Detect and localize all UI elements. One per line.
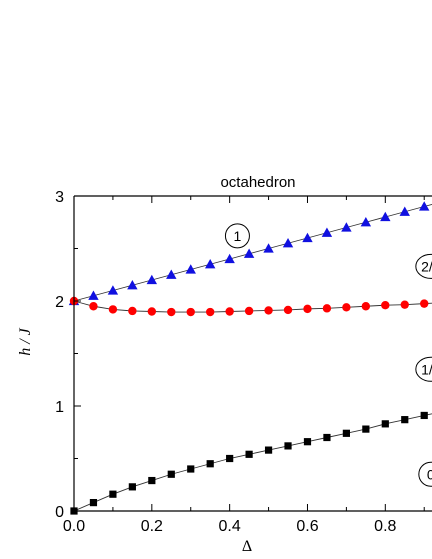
- circle-marker: [400, 300, 409, 309]
- square-marker: [167, 470, 175, 478]
- y-tick-label: 1: [55, 399, 64, 416]
- region-label-circle: [224, 223, 250, 249]
- triangle-marker: [302, 232, 313, 243]
- triangle-marker: [263, 243, 274, 253]
- x-tick-label: 0.0: [63, 518, 85, 535]
- region-label: 0: [427, 466, 432, 482]
- square-marker: [109, 490, 117, 498]
- circle-marker: [167, 307, 176, 317]
- square-marker: [89, 499, 98, 507]
- triangle-marker: [380, 211, 391, 222]
- triangle-marker: [224, 253, 235, 264]
- square-marker: [206, 460, 214, 468]
- square-marker: [264, 446, 273, 454]
- triangle-marker: [166, 269, 177, 279]
- square-marker: [362, 425, 370, 433]
- x-tick-label: 0.2: [141, 518, 163, 535]
- square-marker: [284, 442, 292, 450]
- circle-marker: [361, 302, 371, 311]
- region-label: 1/3: [421, 361, 432, 377]
- circle-marker: [128, 306, 137, 316]
- circle-marker: [283, 305, 293, 315]
- triangle-marker: [321, 227, 333, 237]
- square-marker: [303, 438, 312, 446]
- circle-marker: [322, 304, 332, 313]
- square-marker: [226, 454, 234, 463]
- fit-curves: [73, 203, 432, 512]
- series-0-curve: [73, 203, 432, 302]
- circle-marker: [186, 307, 195, 317]
- square-marker: [245, 450, 253, 458]
- region-label: 2/3: [421, 258, 432, 274]
- square-marker: [148, 476, 156, 485]
- triangle-marker: [419, 201, 430, 211]
- triangle-marker: [88, 290, 99, 300]
- triangle-marker: [341, 222, 352, 232]
- circle-marker: [108, 305, 118, 314]
- square-marker: [187, 465, 195, 473]
- square-marker: [401, 416, 409, 424]
- x-tick-label: 0.4: [219, 518, 241, 535]
- triangle-marker: [399, 206, 410, 216]
- region-label-circle: [415, 253, 432, 279]
- circle-marker: [147, 307, 157, 316]
- y-axis-label: h / J: [17, 327, 34, 355]
- y-tick-label: 2: [55, 294, 64, 311]
- triangle-marker: [204, 259, 216, 269]
- triangle-marker: [127, 280, 138, 290]
- circle-marker: [205, 307, 215, 317]
- chart-title: octahedron: [220, 174, 295, 191]
- circle-marker: [264, 306, 273, 315]
- square-marker: [323, 433, 331, 442]
- triangle-marker: [282, 238, 294, 248]
- square-marker: [128, 483, 136, 491]
- square-marker: [381, 420, 389, 428]
- square-marker: [342, 429, 350, 437]
- circle-marker: [303, 304, 312, 314]
- circle-marker: [244, 306, 254, 316]
- x-axis-label: Δ: [242, 538, 252, 555]
- circle-marker: [225, 307, 234, 316]
- triangle-marker: [360, 217, 372, 227]
- circle-marker: [420, 299, 429, 308]
- region-annotations: 1 2/3 1/3 0: [224, 223, 432, 487]
- circle-marker: [342, 303, 351, 312]
- x-tick-label: 0.8: [374, 518, 396, 535]
- region-label-circle: [415, 356, 432, 382]
- circle-marker: [381, 301, 390, 310]
- triangle-marker: [107, 285, 119, 295]
- triangle-marker: [243, 248, 255, 258]
- x-tick-label: 0.6: [296, 518, 318, 535]
- region-label: 1: [234, 228, 242, 244]
- axes: 0.0 0.2 0.4 0.6 0.8 0 1 2 3: [55, 189, 432, 535]
- triangle-marker: [146, 274, 158, 285]
- data-markers: [68, 201, 430, 515]
- y-tick-label: 0: [55, 504, 64, 521]
- series-2-curve: [73, 413, 432, 512]
- region-label-circle: [418, 461, 432, 487]
- y-tick-label: 3: [55, 189, 64, 206]
- triangle-marker: [185, 264, 196, 274]
- square-marker: [420, 411, 428, 420]
- circle-marker: [89, 302, 98, 311]
